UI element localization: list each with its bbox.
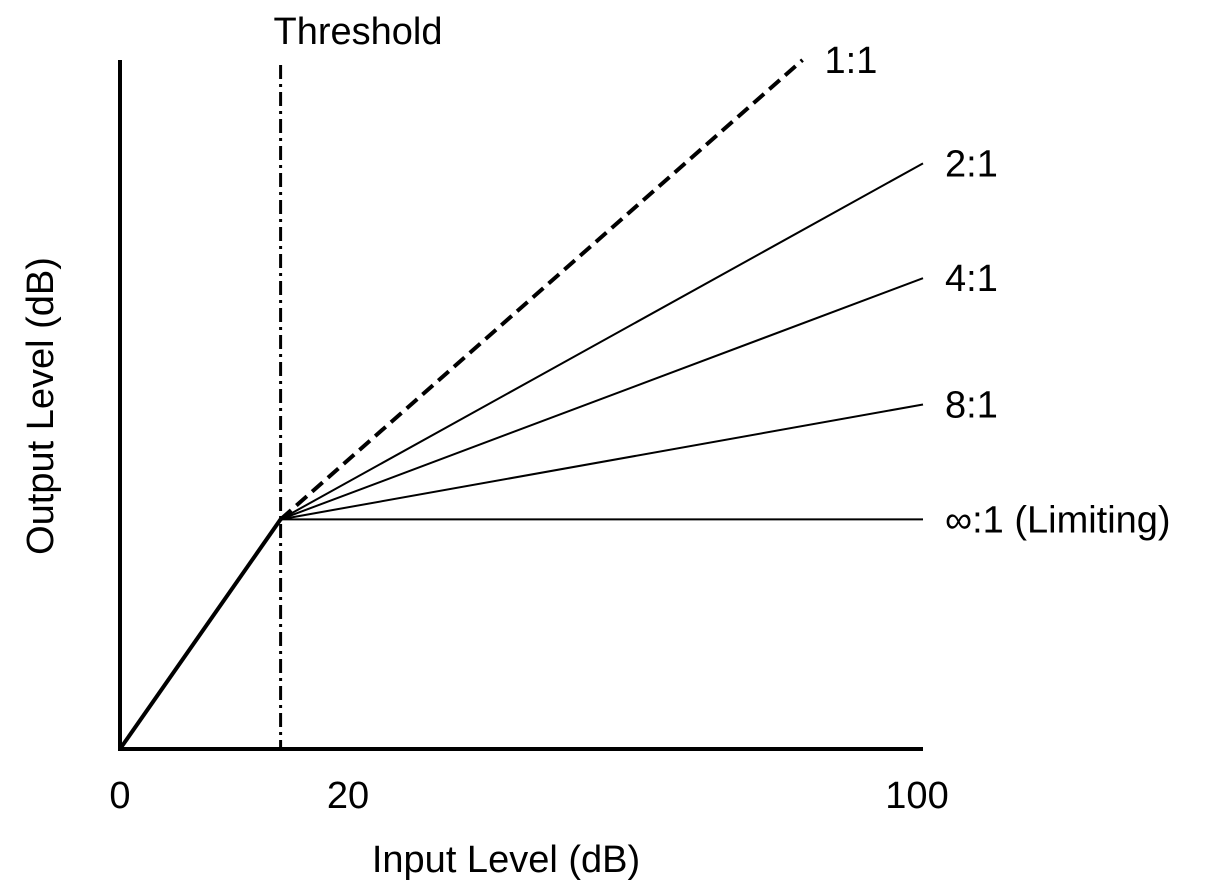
x-axis-title: Input Level (dB) <box>372 839 640 881</box>
threshold-label: Threshold <box>274 11 443 53</box>
series-line-0 <box>279 58 804 521</box>
series-line-1 <box>280 162 924 521</box>
series-label-3: 8:1 <box>945 385 998 427</box>
series-label-0: 1:1 <box>825 40 878 82</box>
series-label-2: 4:1 <box>945 258 998 300</box>
series-line-2 <box>280 277 924 521</box>
series-layer <box>118 58 924 751</box>
x-tick-label-100: 100 <box>885 775 948 817</box>
series-label-4: ∞:1 (Limiting) <box>945 499 1171 541</box>
series-label-1: 2:1 <box>945 143 998 185</box>
y-axis-title: Output Level (dB) <box>20 257 62 555</box>
series-line-3 <box>280 403 924 521</box>
series-labels: 1:1 2:1 4:1 8:1 ∞:1 (Limiting) <box>825 40 1171 541</box>
x-tick-label-20: 20 <box>327 775 369 817</box>
series-line-base <box>118 518 283 751</box>
x-tick-label-0: 0 <box>109 775 130 817</box>
